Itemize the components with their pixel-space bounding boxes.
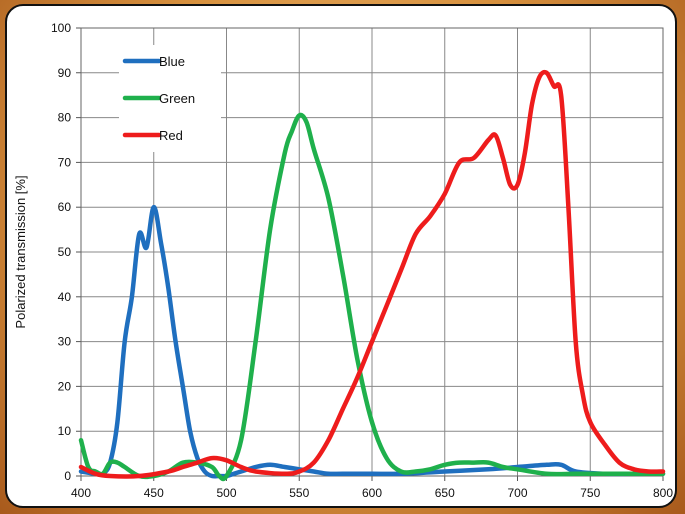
y-tick-label: 0 — [64, 469, 71, 483]
y-tick-label: 20 — [58, 379, 72, 393]
x-tick-label: 750 — [580, 486, 600, 500]
series-line-red — [78, 69, 666, 479]
y-tick-label: 30 — [58, 335, 72, 349]
y-tick-label: 70 — [58, 155, 72, 169]
y-tick-label: 60 — [58, 200, 72, 214]
legend-label-green: Green — [159, 91, 195, 106]
x-tick-label: 650 — [435, 486, 455, 500]
x-tick-label: 800 — [653, 486, 673, 500]
legend-label-red: Red — [159, 128, 183, 143]
chart-frame: 400 450 500 550 600 650 700 750 800 0 10 20 30 40 50 6… — [5, 4, 677, 508]
y-tick-label: 10 — [58, 424, 72, 438]
x-tick-label: 600 — [362, 486, 382, 500]
y-tick-label: 90 — [58, 66, 72, 80]
y-tick-label: 80 — [58, 111, 72, 125]
x-tick-label: 700 — [507, 486, 527, 500]
x-tick-label: 550 — [289, 486, 309, 500]
x-tick-label: 450 — [144, 486, 164, 500]
y-tick-label: 100 — [51, 21, 71, 35]
chart-svg: 400 450 500 550 600 650 700 750 800 0 10 20 30 40 50 6… — [13, 21, 673, 500]
legend-label-blue: Blue — [159, 54, 185, 69]
y-tick-labels: 0 10 20 30 40 50 60 70 80 90 100 — [51, 21, 71, 483]
x-tick-label: 500 — [216, 486, 236, 500]
legend: Blue Green Red — [119, 45, 221, 152]
x-tick-labels: 400 450 500 550 600 650 700 750 800 — [71, 486, 673, 500]
y-tick-label: 50 — [58, 245, 72, 259]
x-tick-label: 400 — [71, 486, 91, 500]
y-tick-label: 40 — [58, 290, 72, 304]
y-axis-label: Polarized transmission [%] — [13, 175, 28, 328]
series-lines — [78, 69, 666, 482]
